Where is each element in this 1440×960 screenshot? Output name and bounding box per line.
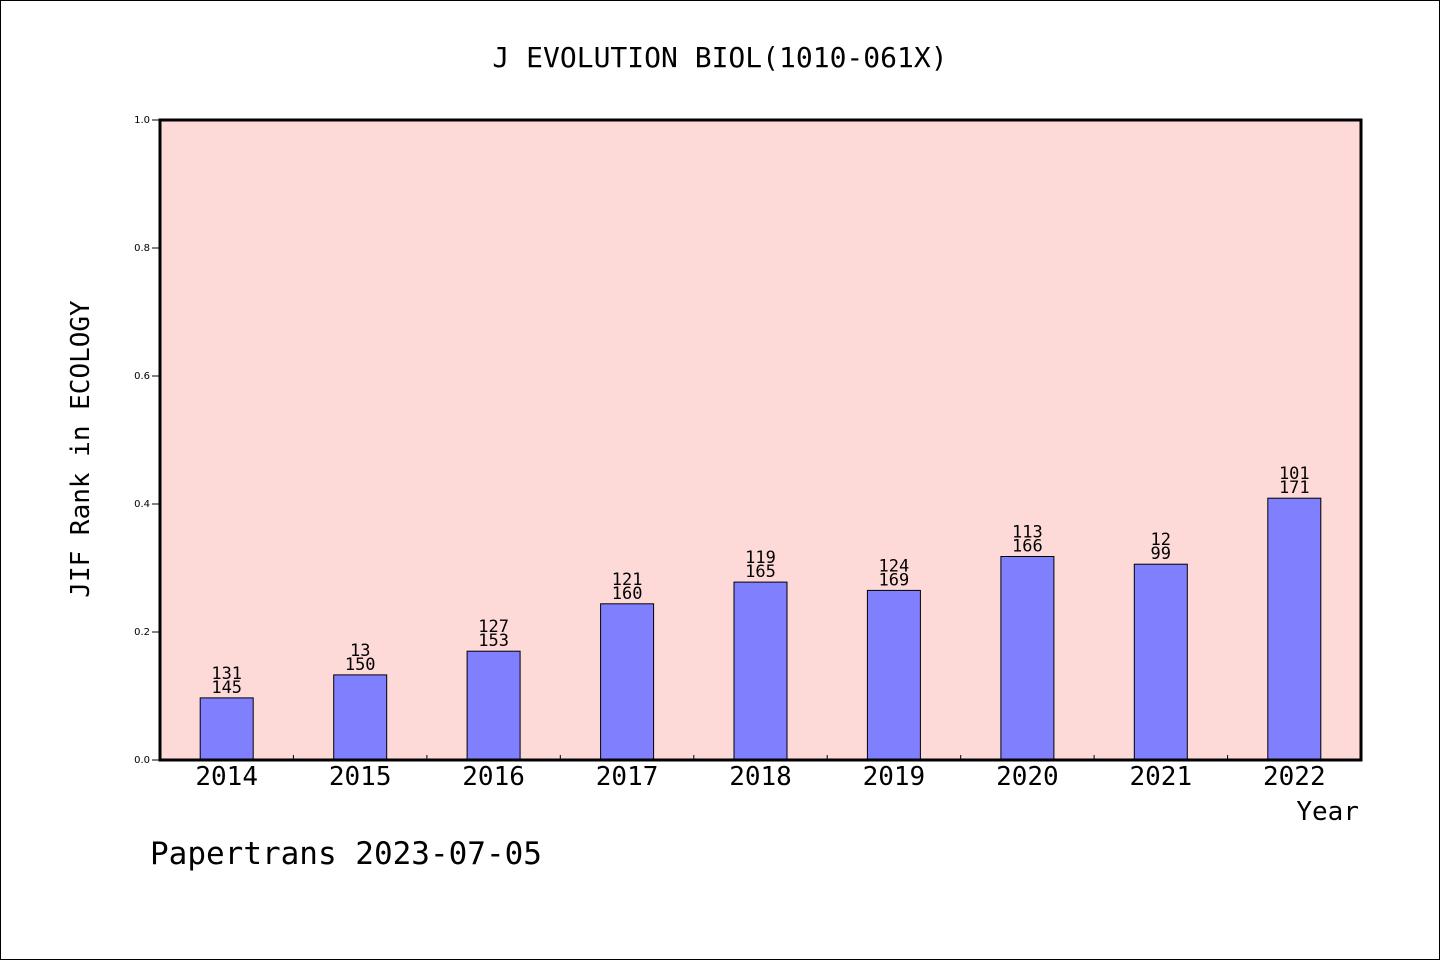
- bar-label-bottom-2017: 160: [612, 584, 643, 604]
- bar-2018: [733, 581, 788, 761]
- bar-label-bottom-2014: 145: [211, 678, 242, 698]
- bar-label-top-2018: 119: [745, 548, 776, 568]
- x-tick-label-2018: 2018: [729, 762, 792, 792]
- x-axis-label: Year: [1296, 797, 1359, 827]
- bars-layer: [199, 497, 1322, 761]
- x-tick-label-2015: 2015: [329, 762, 392, 792]
- bar-label-bottom-2016: 153: [478, 631, 509, 651]
- y-tick-label: 0.8: [134, 243, 150, 254]
- bar-label-top-2017: 121: [612, 570, 643, 590]
- y-tick-label: 1.0: [134, 115, 150, 126]
- y-axis: 0.0 0.2 0.4 0.6 0.8 1.0: [134, 115, 160, 766]
- bar-2021: [1133, 563, 1188, 761]
- bar-label-top-2014: 131: [211, 664, 242, 684]
- bar-label-top-2021: 12: [1151, 530, 1171, 550]
- y-tick-label: 0.0: [134, 755, 150, 766]
- x-tick-label-2022: 2022: [1263, 762, 1326, 792]
- y-tick-label: 0.2: [134, 627, 150, 638]
- y-tick-label: 0.4: [134, 499, 150, 510]
- bar-label-top-2015: 13: [350, 641, 370, 661]
- bar-label-bottom-2022: 171: [1279, 478, 1310, 498]
- bar-2022: [1267, 497, 1322, 761]
- x-tick-label-2017: 2017: [596, 762, 659, 792]
- footer-credit: Papertrans 2023-07-05: [150, 836, 542, 872]
- x-tick-label-2016: 2016: [462, 762, 525, 792]
- plot-border: [158, 118, 1363, 762]
- bar-2020: [1000, 556, 1055, 761]
- bar-2019: [866, 589, 921, 761]
- bar-label-bottom-2018: 165: [745, 562, 776, 582]
- bar-label-top-2022: 101: [1279, 464, 1310, 484]
- x-tick-label-2021: 2021: [1129, 762, 1192, 792]
- bar-label-top-2019: 124: [879, 556, 910, 576]
- bar-label-bottom-2015: 150: [345, 655, 376, 675]
- y-axis-label: JIF Rank in ECOLOGY: [66, 300, 96, 598]
- x-axis: 2014 2015 2016 2017 2018 2019 2020 2021 2022: [195, 755, 1326, 792]
- bar-2014: [199, 697, 254, 761]
- x-tick-label-2014: 2014: [195, 762, 258, 792]
- bar-label-bottom-2020: 166: [1012, 537, 1043, 557]
- x-tick-label-2019: 2019: [863, 762, 926, 792]
- x-tick-label-2020: 2020: [996, 762, 1059, 792]
- bar-label-bottom-2019: 169: [879, 570, 910, 590]
- bar-2016: [466, 650, 521, 761]
- bar-2015: [333, 674, 388, 761]
- y-tick-label: 0.6: [134, 371, 150, 382]
- chart-title: J EVOLUTION BIOL(1010-061X): [492, 41, 947, 74]
- bar-label-bottom-2021: 99: [1151, 544, 1171, 564]
- bar-label-top-2020: 113: [1012, 523, 1043, 543]
- bar-label-top-2016: 127: [478, 617, 509, 637]
- bar-2017: [600, 603, 655, 761]
